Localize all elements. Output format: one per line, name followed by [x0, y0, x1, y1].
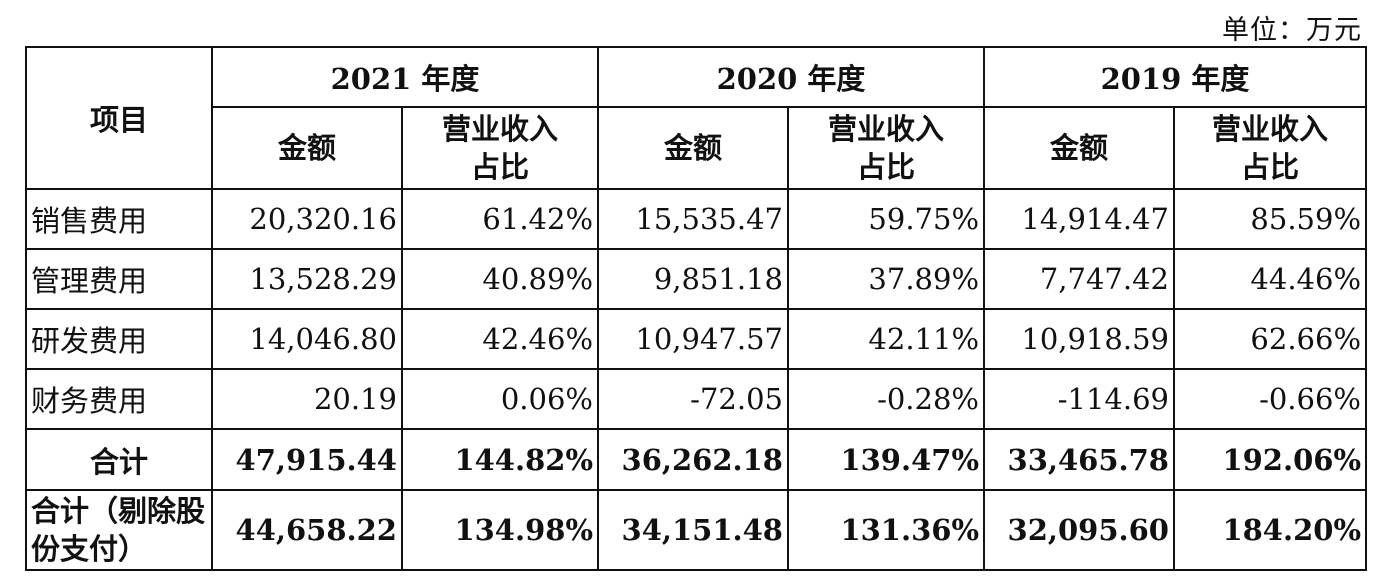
total-label: 合计 [25, 428, 213, 491]
header-amount: 金额 [983, 106, 1175, 190]
cell-ratio: 184.20% [1173, 489, 1367, 571]
cell-ratio: 42.46% [401, 308, 599, 370]
cell-amount: 33,465.78 [983, 428, 1175, 491]
header-ratio: 营业收入 占比 [1173, 106, 1367, 190]
cell-amount: 44,658.22 [211, 489, 403, 571]
cell-ratio: -0.28% [787, 368, 985, 430]
cell-amount: 9,851.18 [597, 248, 789, 310]
cell-ratio: 134.98% [401, 489, 599, 571]
cell-ratio: 144.82% [401, 428, 599, 491]
cell-amount: 20,320.16 [211, 188, 403, 250]
header-row-years: 项目 2021 年度 2020 年度 2019 年度 [25, 46, 1367, 190]
cell-ratio: 44.46% [1173, 248, 1367, 310]
total-row: 合计 47,915.44 144.82% 36,262.18 139.47% 3… [25, 428, 1367, 491]
cell-ratio: 59.75% [787, 188, 985, 250]
cell-ratio: 40.89% [401, 248, 599, 310]
header-year-2019: 2019 年度 [983, 46, 1367, 108]
cell-amount: 7,747.42 [983, 248, 1175, 310]
cell-ratio: 61.42% [401, 188, 599, 250]
cell-amount: 20.19 [211, 368, 403, 430]
cell-amount: 34,151.48 [597, 489, 789, 571]
table-row: 销售费用 20,320.16 61.42% 15,535.47 59.75% 1… [25, 188, 1367, 250]
total-excl-label: 合计（剔除股 份支付） [25, 489, 213, 571]
header-amount: 金额 [597, 106, 789, 190]
cell-ratio: 192.06% [1173, 428, 1367, 491]
table-row: 研发费用 14,046.80 42.46% 10,947.57 42.11% 1… [25, 308, 1367, 370]
cell-ratio: 139.47% [787, 428, 985, 491]
row-label: 管理费用 [25, 248, 213, 310]
cell-ratio: -0.66% [1173, 368, 1367, 430]
cell-amount: 47,915.44 [211, 428, 403, 491]
table-row: 财务费用 20.19 0.06% -72.05 -0.28% -114.69 -… [25, 368, 1367, 430]
row-label: 销售费用 [25, 188, 213, 250]
header-item: 项目 [25, 46, 213, 190]
cell-amount: 32,095.60 [983, 489, 1175, 571]
header-ratio: 营业收入 占比 [401, 106, 599, 190]
header-amount: 金额 [211, 106, 403, 190]
cell-amount: 15,535.47 [597, 188, 789, 250]
expense-table: 项目 2021 年度 2020 年度 2019 年度 金额 营业收入 占比 金额 … [25, 46, 1367, 571]
cell-ratio: 42.11% [787, 308, 985, 370]
cell-ratio: 37.89% [787, 248, 985, 310]
cell-ratio: 0.06% [401, 368, 599, 430]
cell-amount: 14,914.47 [983, 188, 1175, 250]
header-year-2020: 2020 年度 [597, 46, 985, 108]
header-year-2021: 2021 年度 [211, 46, 599, 108]
header-row-sub: 金额 营业收入 占比 金额 营业收入 占比 金额 营业收入 占比 [26, 106, 1367, 190]
cell-amount: -114.69 [983, 368, 1175, 430]
cell-ratio: 62.66% [1173, 308, 1367, 370]
cell-amount: 10,947.57 [597, 308, 789, 370]
cell-amount: -72.05 [597, 368, 789, 430]
row-label: 财务费用 [25, 368, 213, 430]
row-label: 研发费用 [25, 308, 213, 370]
cell-amount: 13,528.29 [211, 248, 403, 310]
header-ratio: 营业收入 占比 [787, 106, 985, 190]
cell-amount: 36,262.18 [597, 428, 789, 491]
unit-label: 单位：万元 [1222, 15, 1362, 46]
cell-amount: 10,918.59 [983, 308, 1175, 370]
cell-amount: 14,046.80 [211, 308, 403, 370]
cell-ratio: 85.59% [1173, 188, 1367, 250]
table-row: 管理费用 13,528.29 40.89% 9,851.18 37.89% 7,… [25, 248, 1367, 310]
total-excl-share-payment-row: 合计（剔除股 份支付） 44,658.22 134.98% 34,151.48 1… [25, 489, 1367, 571]
cell-ratio: 131.36% [787, 489, 985, 571]
